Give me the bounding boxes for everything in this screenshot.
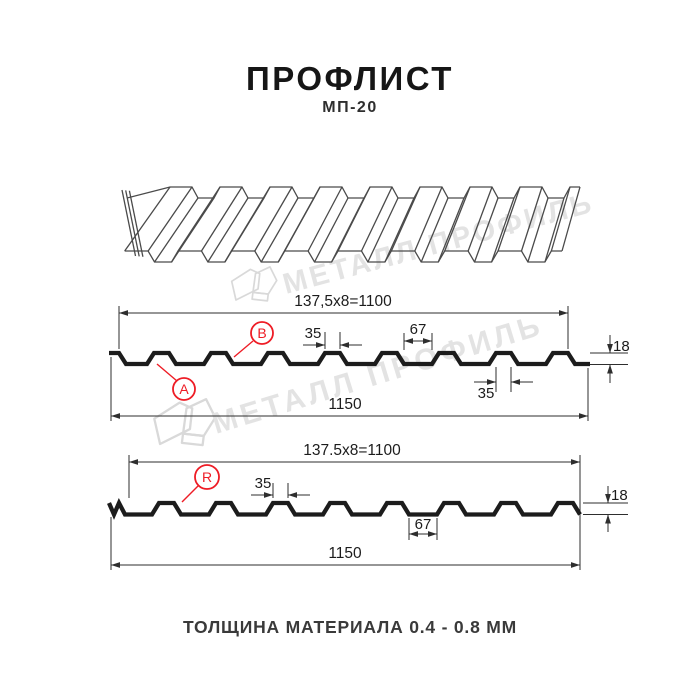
watermark-upper: МЕТАЛЛ ПРОФИЛЬ xyxy=(230,187,597,302)
dim-arrow xyxy=(605,494,611,503)
dim-arrow xyxy=(316,342,325,348)
rib-fold-line xyxy=(147,186,193,252)
rib-fold-line xyxy=(360,186,393,252)
rib-fold-line xyxy=(367,197,399,263)
rib-fold-line xyxy=(520,186,543,252)
callout-circle xyxy=(250,321,274,345)
rib-fold-line xyxy=(207,197,249,263)
callout-letter: R xyxy=(202,469,212,485)
rib-fold-line xyxy=(467,186,493,252)
dim-arrow xyxy=(428,531,437,537)
brand-logo xyxy=(153,398,217,447)
dim-arrow xyxy=(404,338,413,344)
rib-fold-line xyxy=(497,186,521,252)
callout-leader xyxy=(181,484,200,503)
profile-outline xyxy=(107,498,582,520)
brand-logo xyxy=(230,266,278,302)
rib-fold-line xyxy=(260,197,299,263)
logo-shape xyxy=(230,268,261,301)
dim-arrow xyxy=(423,338,432,344)
rib-fold-line xyxy=(561,186,581,252)
dim-arrow xyxy=(571,459,580,465)
dim-arrow xyxy=(487,379,496,385)
dim-arrow xyxy=(511,379,520,385)
dim-label: 35 xyxy=(255,475,272,492)
dim-arrow xyxy=(264,492,273,498)
callout-circle xyxy=(194,464,220,490)
dim-arrow xyxy=(607,364,613,374)
rib-fold-line xyxy=(491,197,515,263)
logo-shape xyxy=(180,432,205,447)
rib-fold-line xyxy=(473,197,499,263)
dim-label: 1150 xyxy=(328,396,362,413)
dim-label: 18 xyxy=(611,487,628,504)
rib-fold-line xyxy=(420,197,449,263)
rib-fold-line xyxy=(307,186,343,252)
dim-label: 67 xyxy=(410,321,427,338)
dim-label: 35 xyxy=(478,385,495,402)
profile-outline xyxy=(109,350,590,367)
dim-arrow xyxy=(111,562,120,568)
dim-label: 1150 xyxy=(328,545,362,562)
dim-arrow xyxy=(605,514,611,524)
rib-fold-line xyxy=(414,186,443,252)
sheet-3d-view xyxy=(121,186,581,263)
callout-leader xyxy=(233,340,254,358)
callout-letter: A xyxy=(179,381,189,397)
rib-fold-line xyxy=(444,186,471,252)
dim-label: 67 xyxy=(415,516,432,533)
page-subtitle: МП-20 xyxy=(322,99,378,116)
logo-shape xyxy=(181,398,217,438)
rib-fold-line xyxy=(550,186,571,252)
rib-fold-line xyxy=(153,197,199,263)
dim-label: 18 xyxy=(613,338,630,355)
cut-edge-line xyxy=(121,189,137,257)
sheet-far-edge xyxy=(126,186,580,199)
dim-label: 35 xyxy=(305,325,322,342)
page-title: ПРОФЛИСТ xyxy=(246,60,454,97)
dim-arrow xyxy=(340,342,349,348)
dim-arrow xyxy=(579,413,588,419)
dim-arrow xyxy=(559,310,568,316)
dim-arrow xyxy=(409,531,418,537)
rib-fold-line xyxy=(254,186,293,252)
dim-arrow xyxy=(111,413,120,419)
cut-edge-line xyxy=(125,190,140,257)
dim-label: 137,5x8=1100 xyxy=(294,293,392,310)
thickness-note: ТОЛЩИНА МАТЕРИАЛА 0.4 - 0.8 ММ xyxy=(182,617,518,637)
callout-letter: B xyxy=(257,325,266,341)
rib-fold-line xyxy=(313,197,349,263)
rib-fold-line xyxy=(544,197,565,263)
rib-fold-line xyxy=(437,197,465,263)
dim-arrow xyxy=(607,344,613,353)
logo-shape xyxy=(252,266,278,295)
logo-shape xyxy=(251,291,270,302)
dim-arrow xyxy=(288,492,297,498)
rib-fold-line xyxy=(384,197,415,263)
dim-arrow xyxy=(129,459,138,465)
watermark-lower: МЕТАЛЛ ПРОФИЛЬ xyxy=(153,309,547,447)
rib-fold-line xyxy=(390,186,421,252)
cut-edge-line xyxy=(128,190,144,257)
logo-shape xyxy=(153,401,194,446)
dim-arrow xyxy=(571,562,580,568)
rib-fold-line xyxy=(527,197,549,263)
sheet-near-edge xyxy=(124,250,562,263)
dim-arrow xyxy=(119,310,128,316)
rib-fold-line xyxy=(200,186,243,252)
callout-circle xyxy=(172,377,196,401)
callout-leader xyxy=(156,363,178,382)
dim-label: 137.5x8=1100 xyxy=(303,442,401,459)
cross-section-front: 137,5x8=1100 35 67 35 18 1150 A B xyxy=(109,293,630,421)
cross-section-reverse: 137.5x8=1100 35 67 18 1150 R xyxy=(107,442,628,570)
